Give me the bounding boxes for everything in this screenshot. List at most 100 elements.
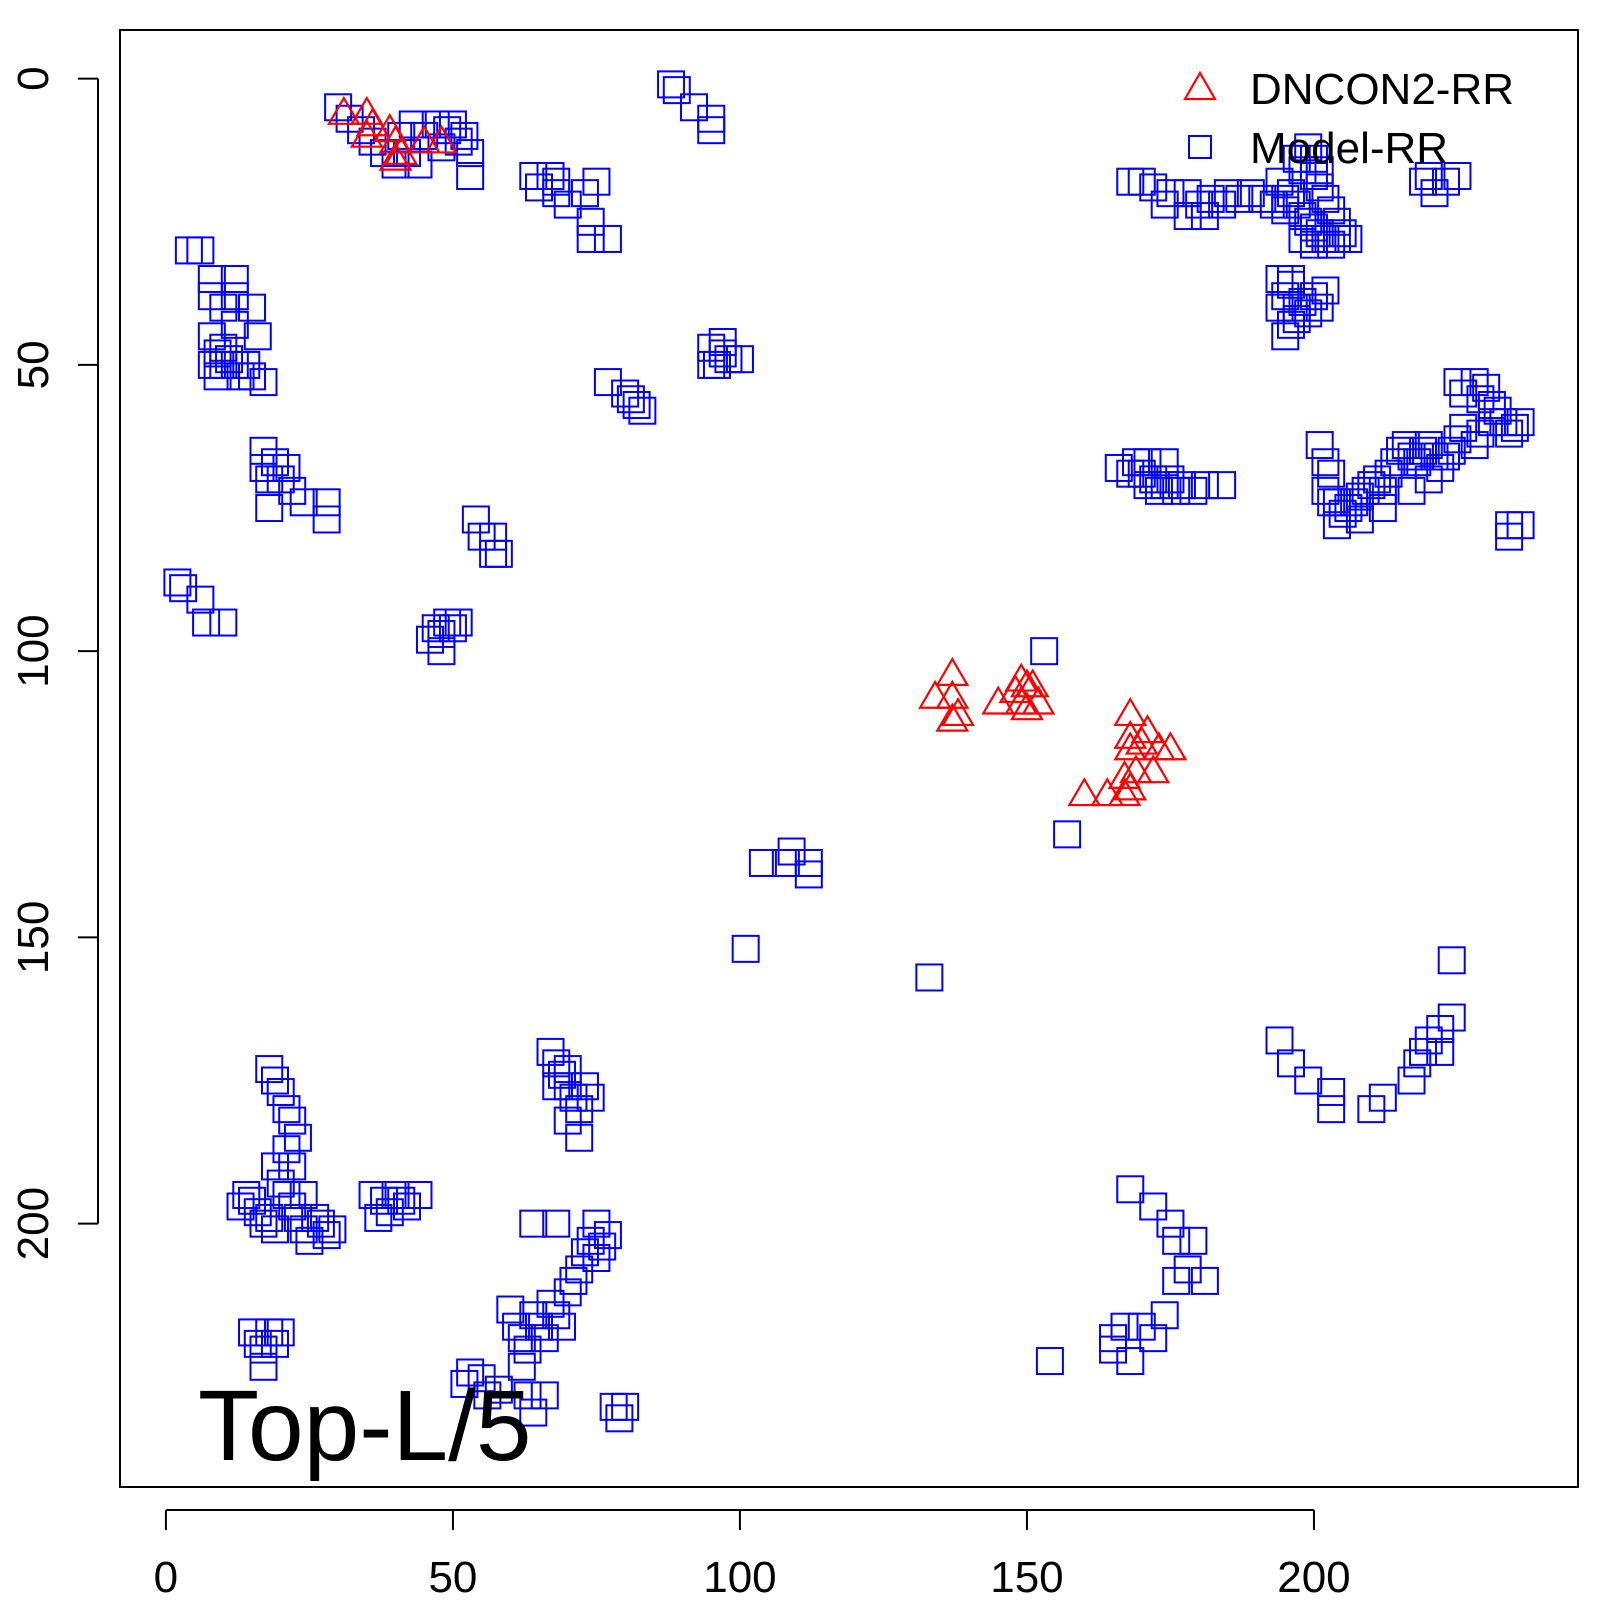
model-rr-point xyxy=(1426,1037,1455,1066)
y-tick-label: 50 xyxy=(9,340,58,389)
model-rr-point xyxy=(1305,156,1334,185)
model-rr-point xyxy=(1133,448,1162,477)
model-rr-point xyxy=(1363,465,1392,494)
model-rr-point xyxy=(1449,379,1478,408)
model-rr-point xyxy=(502,1312,531,1341)
dncon2-rr-point xyxy=(1021,685,1056,715)
dncon2-rr-point xyxy=(378,141,413,171)
model-rr-point xyxy=(404,1181,433,1210)
model-rr-point xyxy=(1282,144,1311,173)
x-tick-label: 50 xyxy=(428,1553,477,1600)
model-rr-point xyxy=(260,1215,289,1244)
model-rr-point xyxy=(542,179,571,208)
dncon2-rr-point xyxy=(1010,691,1044,721)
model-rr-point xyxy=(278,476,307,505)
model-rr-point xyxy=(1179,1226,1208,1255)
dncon2-rr-point xyxy=(935,656,970,686)
model-rr-point xyxy=(1305,431,1334,460)
model-rr-point xyxy=(456,1358,485,1387)
model-rr-point xyxy=(565,1095,594,1124)
model-rr-point xyxy=(278,1192,307,1221)
model-rr-point xyxy=(536,161,565,190)
model-rr-point xyxy=(1311,448,1340,477)
x-tick-label: 100 xyxy=(703,1553,776,1600)
model-rr-point xyxy=(576,207,605,236)
model-rr-point xyxy=(232,350,261,379)
model-rr-point xyxy=(1196,184,1225,213)
model-rr-point xyxy=(1460,431,1489,460)
model-rr-point xyxy=(662,76,691,105)
model-rr-point xyxy=(249,368,278,397)
model-rr-point xyxy=(415,625,444,654)
model-rr-point xyxy=(427,619,456,648)
model-rr-point xyxy=(347,116,376,145)
model-rr-point xyxy=(1368,494,1397,523)
model-rr-point xyxy=(209,608,238,637)
model-rr-point xyxy=(249,453,278,482)
model-rr-point xyxy=(1150,448,1179,477)
model-rr-point xyxy=(1397,476,1426,505)
model-rr-point xyxy=(220,265,249,294)
model-rr-point xyxy=(1311,276,1340,305)
model-rr-point xyxy=(536,1037,565,1066)
model-rr-point xyxy=(1305,173,1334,202)
model-rr-point xyxy=(1173,179,1202,208)
model-rr-point xyxy=(1190,1266,1219,1295)
model-rr-point xyxy=(1127,167,1156,196)
model-rr-point xyxy=(777,837,806,866)
model-rr-point xyxy=(249,1352,278,1381)
model-rr-point xyxy=(1431,442,1460,471)
model-rr-point xyxy=(278,1152,307,1181)
model-rr-point xyxy=(278,1106,307,1135)
model-rr-point xyxy=(192,608,221,637)
model-rr-point xyxy=(611,1392,640,1421)
model-rr-point xyxy=(576,224,605,253)
model-rr-point xyxy=(582,1244,611,1273)
model-rr-point xyxy=(1391,431,1420,460)
model-rr-point xyxy=(559,1266,588,1295)
model-rr-point xyxy=(1403,1049,1432,1078)
dncon2-rr-point xyxy=(1107,759,1142,790)
model-rr-point xyxy=(657,70,686,99)
model-rr-point xyxy=(1271,184,1300,213)
model-rr-point xyxy=(1299,213,1328,242)
model-rr-point xyxy=(525,173,554,202)
model-rr-point xyxy=(616,385,645,414)
model-rr-point xyxy=(203,339,232,368)
dncon2-rr-point xyxy=(1113,731,1148,761)
model-rr-point xyxy=(1173,202,1202,231)
model-rr-point xyxy=(570,1238,599,1267)
model-rr-point xyxy=(283,1123,312,1152)
model-rr-point xyxy=(1294,1066,1323,1095)
model-rr-point xyxy=(1305,293,1334,322)
dncon2-rr-point xyxy=(918,679,953,709)
model-rr-point xyxy=(714,345,743,374)
model-rr-point xyxy=(1162,1226,1191,1255)
model-rr-point xyxy=(1317,459,1346,488)
model-rr-point xyxy=(1495,419,1524,448)
model-rr-point xyxy=(433,608,462,637)
model-rr-point xyxy=(611,379,640,408)
model-rr-point xyxy=(915,963,944,992)
model-rr-point xyxy=(318,1215,347,1244)
model-rr-point xyxy=(680,93,709,122)
model-rr-point xyxy=(186,585,215,614)
y-tick-label: 100 xyxy=(9,614,58,687)
model-rr-point xyxy=(1208,471,1237,500)
model-rr-point xyxy=(238,1186,267,1215)
model-rr-point xyxy=(1162,1266,1191,1295)
model-rr-point xyxy=(1322,488,1351,517)
model-rr-point xyxy=(450,121,479,150)
model-rr-point xyxy=(1271,322,1300,351)
model-rr-point xyxy=(238,362,267,391)
model-rr-point xyxy=(1127,459,1156,488)
model-rr-point xyxy=(1443,425,1472,454)
model-rr-point xyxy=(1311,476,1340,505)
model-rr-point xyxy=(289,1181,318,1210)
model-rr-point xyxy=(1357,1095,1386,1124)
model-rr-point xyxy=(1139,1324,1168,1353)
model-rr-point xyxy=(1380,448,1409,477)
model-rr-point xyxy=(203,362,232,391)
model-rr-point xyxy=(260,1066,289,1095)
model-rr-point xyxy=(1317,1077,1346,1106)
